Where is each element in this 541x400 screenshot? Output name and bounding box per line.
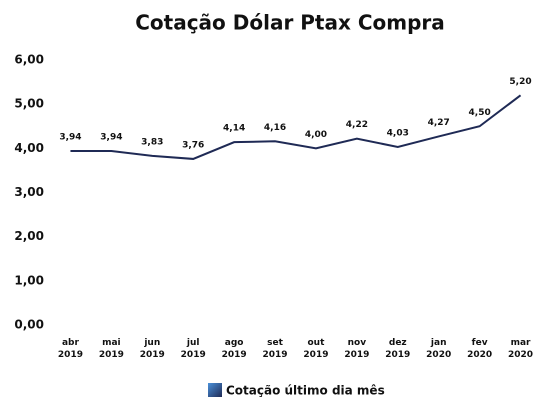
x-tick-label: fev 2020 (467, 338, 492, 360)
x-tick-label: set 2019 (263, 338, 288, 360)
x-tick-label: jun 2019 (140, 338, 165, 360)
x-tick-label: ago 2019 (222, 338, 247, 360)
data-label: 3,83 (141, 137, 163, 147)
x-tick-label: mar 2020 (508, 338, 533, 360)
x-tick-label: out 2019 (303, 338, 328, 360)
data-label: 5,20 (509, 77, 531, 87)
legend-label: Cotação último dia mês (226, 384, 385, 398)
y-tick-label: 4,00 (14, 141, 44, 155)
y-tick-label: 3,00 (14, 185, 44, 199)
x-tick-label: nov 2019 (344, 338, 369, 360)
x-tick-label: jan 2020 (426, 338, 451, 360)
data-label: 4,22 (346, 120, 368, 130)
x-tick-label: jul 2019 (181, 338, 206, 360)
y-tick-label: 0,00 (14, 318, 44, 332)
data-label: 4,00 (305, 130, 327, 140)
data-label: 4,50 (469, 108, 491, 118)
data-label: 3,76 (182, 140, 204, 150)
data-label: 4,03 (387, 129, 409, 139)
y-tick-label: 5,00 (14, 97, 44, 111)
x-tick-label: dez 2019 (385, 338, 410, 360)
data-label: 4,27 (428, 118, 450, 128)
y-tick-label: 2,00 (14, 229, 44, 243)
x-tick-label: mai 2019 (99, 338, 124, 360)
data-label: 3,94 (59, 132, 81, 142)
y-tick-label: 6,00 (14, 53, 44, 67)
x-tick-label: abr 2019 (58, 338, 83, 360)
line (70, 94, 522, 160)
data-label: 4,14 (223, 124, 245, 134)
data-label: 3,94 (100, 132, 122, 142)
data-label: 4,16 (264, 123, 286, 133)
chart-title: Cotação Dólar Ptax Compra (135, 11, 445, 35)
y-tick-label: 1,00 (14, 273, 44, 287)
legend-swatch (208, 383, 222, 397)
